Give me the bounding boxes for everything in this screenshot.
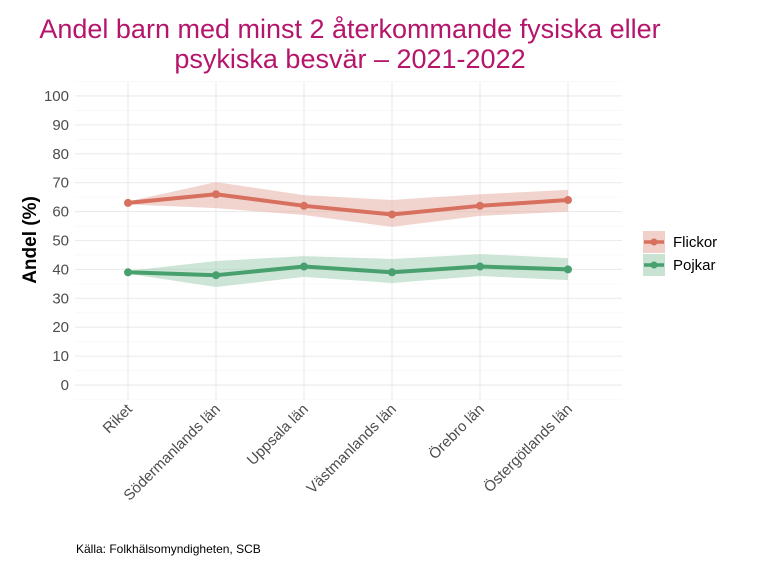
legend-item-flickor: Flickor: [643, 231, 717, 253]
y-tick-label: 0: [61, 377, 69, 394]
legend-point: [650, 261, 658, 269]
data-point-flickor: [212, 190, 220, 199]
x-tick-label: Östergötlands län: [480, 400, 576, 496]
source-caption: Källa: Folkhälsomyndigheten, SCB: [76, 542, 261, 556]
y-tick-label: 40: [52, 261, 69, 278]
data-point-flickor: [300, 201, 308, 210]
y-tick-label: 90: [52, 117, 69, 134]
data-point-pojkar: [564, 265, 572, 274]
legend-label: Flickor: [673, 234, 717, 251]
y-tick-label: 20: [52, 319, 69, 336]
chart-title-line-2: psykiska besvär – 2021-2022: [174, 44, 526, 74]
data-point-pojkar: [300, 262, 308, 271]
confidence-band-flickor: [128, 182, 568, 227]
data-point-flickor: [476, 201, 484, 210]
x-tick-label: Södermanlands län: [120, 401, 223, 504]
legend-label: Pojkar: [673, 257, 716, 274]
legend-item-pojkar: Pojkar: [643, 254, 716, 276]
y-tick-label: 70: [52, 175, 69, 192]
data-point-flickor: [388, 210, 396, 219]
data-point-pojkar: [476, 262, 484, 271]
data-point-pojkar: [388, 268, 396, 277]
series-line-flickor: [127, 192, 569, 217]
chart-title-line-1: Andel barn med minst 2 återkommande fysi…: [39, 14, 661, 44]
data-point-flickor: [564, 196, 572, 205]
y-tick-label: 100: [44, 88, 69, 105]
data-point-pojkar: [124, 268, 132, 277]
y-tick-label: 30: [52, 290, 69, 307]
x-tick-label: Uppsala län: [244, 401, 312, 469]
data-point-flickor: [124, 198, 132, 207]
y-tick-label: 60: [52, 204, 69, 221]
x-tick-label: Riket: [100, 400, 137, 437]
series-line-pojkar: [127, 264, 569, 278]
y-tick-label: 50: [52, 233, 69, 250]
y-tick-label: 80: [52, 146, 69, 163]
y-axis-label: Andel (%): [20, 196, 41, 284]
y-tick-label: 10: [52, 348, 69, 365]
x-tick-label: Västmanlands län: [303, 401, 399, 497]
legend-point: [650, 238, 658, 246]
data-point-pojkar: [212, 271, 220, 280]
x-tick-label: Örebro län: [425, 400, 488, 463]
chart-title: Andel barn med minst 2 återkommande fysi…: [0, 14, 700, 74]
